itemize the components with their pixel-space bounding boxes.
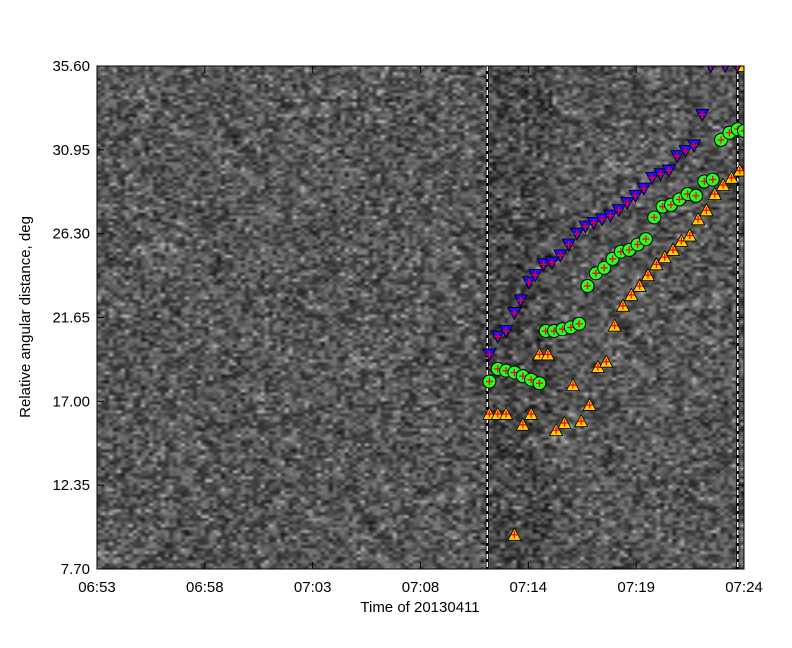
y-tick-label: 35.60 <box>52 58 90 75</box>
data-point-triangle-down <box>636 182 651 196</box>
data-series <box>482 66 744 541</box>
x-tick-label: 07:08 <box>402 579 440 596</box>
data-point-triangle-down <box>553 249 568 263</box>
data-point-triangle-up <box>657 249 672 264</box>
data-point-triangle-down <box>528 269 543 283</box>
data-point-circle <box>580 278 595 293</box>
data-point-triangle-down <box>521 276 537 290</box>
data-point-circle <box>705 172 720 187</box>
y-tick-label: 17.00 <box>52 393 90 410</box>
x-tick-label: 06:53 <box>78 579 116 596</box>
data-point-triangle-down <box>561 238 576 252</box>
data-point-triangle-up <box>498 406 514 420</box>
x-tick-label: 07:24 <box>725 579 763 596</box>
series-circle <box>482 122 744 391</box>
data-point-triangle-up <box>732 163 744 177</box>
data-point-triangle-up <box>640 267 656 282</box>
data-point-circle <box>688 188 703 203</box>
data-point-triangle-down <box>644 171 660 186</box>
x-tick-label: 07:19 <box>617 579 655 596</box>
data-point-triangle-up <box>540 347 555 361</box>
y-tick-labels: 7.70 12.35 17.00 21.65 26.30 30.95 35.60 <box>52 58 90 578</box>
data-point-triangle-down <box>653 168 668 182</box>
data-point-triangle-down <box>536 258 551 272</box>
data-point-triangle-up <box>515 417 530 431</box>
data-point-triangle-down <box>603 209 618 223</box>
x-tick-label: 07:14 <box>510 579 548 596</box>
x-axis-label: Time of 20130411 <box>360 599 479 616</box>
data-point-triangle-down <box>490 330 505 344</box>
data-point-circle <box>572 316 587 331</box>
series-triangle-up <box>482 66 744 541</box>
y-tick-label: 26.30 <box>52 226 90 243</box>
data-point-triangle-up <box>523 406 539 420</box>
data-point-triangle-up <box>715 177 731 191</box>
data-point-circle <box>482 374 497 389</box>
data-point-triangle-down <box>628 189 643 204</box>
axis-ticks <box>96 65 745 570</box>
data-point-triangle-up <box>574 413 589 428</box>
data-point-triangle-up <box>649 256 664 271</box>
data-point-triangle-down <box>594 213 610 227</box>
data-point-circle <box>737 123 744 138</box>
data-point-circle <box>647 210 662 225</box>
y-axis-label: Relative angular distance, deg <box>17 216 34 418</box>
data-point-triangle-up <box>624 287 639 301</box>
data-point-triangle-up <box>507 527 522 541</box>
data-point-triangle-up <box>699 202 714 217</box>
data-point-triangle-up <box>632 278 647 292</box>
data-point-triangle-up <box>582 397 597 411</box>
data-point-circle <box>532 376 547 391</box>
series-triangle-down <box>482 66 742 362</box>
data-point-triangle-down <box>507 307 522 321</box>
data-point-triangle-down <box>544 256 560 270</box>
data-point-triangle-down <box>619 197 635 211</box>
data-point-triangle-up <box>607 318 622 332</box>
data-point-triangle-down <box>578 220 593 234</box>
data-point-triangle-up <box>615 298 631 312</box>
y-tick-label: 7.70 <box>61 561 90 578</box>
data-point-circle <box>597 260 612 275</box>
data-point-triangle-up <box>690 211 706 226</box>
y-tick-label: 30.95 <box>52 142 90 159</box>
data-point-triangle-up <box>665 242 681 256</box>
data-point-triangle-up <box>599 354 614 368</box>
data-point-triangle-down <box>670 150 685 164</box>
data-point-triangle-up <box>736 66 744 72</box>
y-tick-label: 12.35 <box>52 477 90 494</box>
data-point-triangle-up <box>724 170 739 184</box>
data-point-triangle-down <box>686 139 702 153</box>
data-point-triangle-up <box>557 415 572 429</box>
x-tick-labels: 06:53 06:58 07:03 07:08 07:14 07:19 07:24 <box>78 579 763 596</box>
data-point-triangle-up <box>565 377 581 392</box>
data-point-circle <box>638 232 653 247</box>
data-point-triangle-down <box>695 108 710 123</box>
data-point-triangle-down <box>482 348 497 362</box>
data-point-triangle-down <box>611 204 626 218</box>
y-tick-label: 21.65 <box>52 310 90 327</box>
data-point-triangle-down <box>586 216 601 231</box>
data-point-triangle-down <box>661 164 677 178</box>
data-point-triangle-down <box>569 227 585 242</box>
data-point-triangle-up <box>548 422 564 437</box>
x-tick-label: 07:03 <box>294 579 332 596</box>
x-tick-label: 06:58 <box>186 579 224 596</box>
data-point-triangle-down <box>498 325 514 339</box>
data-point-triangle-up <box>707 186 722 200</box>
data-point-triangle-down <box>678 144 693 159</box>
data-point-triangle-up <box>682 228 697 242</box>
noise-map-background <box>97 66 744 569</box>
data-point-triangle-down <box>513 294 528 308</box>
